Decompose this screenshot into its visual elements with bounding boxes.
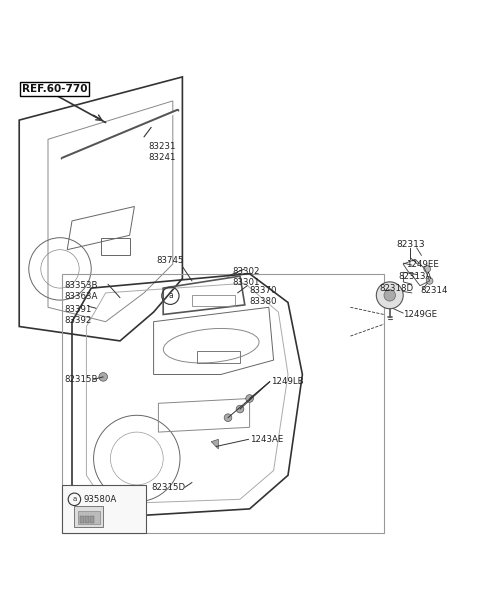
Text: 83353B
83363A: 83353B 83363A	[65, 281, 98, 301]
Bar	[90, 515, 94, 523]
Circle shape	[424, 266, 431, 272]
Text: 1249GE: 1249GE	[403, 310, 437, 319]
Text: 83302
83301: 83302 83301	[233, 266, 260, 287]
FancyBboxPatch shape	[62, 485, 146, 533]
Text: 83370
83380: 83370 83380	[250, 286, 277, 306]
Text: 82315B: 82315B	[65, 375, 98, 384]
Text: a: a	[72, 496, 76, 502]
Text: 93580A: 93580A	[84, 495, 117, 504]
Circle shape	[99, 373, 108, 381]
Bar	[78, 511, 100, 525]
Text: 1243AE: 1243AE	[250, 435, 283, 444]
Text: 1249EE: 1249EE	[406, 260, 438, 269]
Circle shape	[384, 290, 396, 301]
Bar	[62, 273, 384, 533]
Circle shape	[246, 394, 253, 402]
Text: 82315D: 82315D	[151, 483, 185, 492]
Text: 83745: 83745	[156, 256, 184, 265]
Circle shape	[376, 282, 403, 309]
Bar	[80, 515, 84, 523]
Bar	[101, 238, 130, 255]
Text: 83391
83392: 83391 83392	[65, 305, 92, 325]
Polygon shape	[211, 439, 218, 449]
Circle shape	[224, 414, 232, 422]
Text: 82314: 82314	[420, 286, 447, 295]
Circle shape	[236, 405, 244, 413]
Text: 82313: 82313	[396, 240, 425, 249]
Text: 82318D: 82318D	[379, 284, 413, 293]
Circle shape	[426, 278, 433, 284]
Bar	[74, 506, 103, 527]
Text: 82313A: 82313A	[398, 272, 432, 281]
Bar	[192, 295, 235, 306]
Bar	[85, 515, 89, 523]
Bar	[197, 350, 240, 362]
Text: 1249LB: 1249LB	[271, 377, 304, 386]
Text: 83231
83241: 83231 83241	[149, 142, 176, 162]
Text: REF.60-770: REF.60-770	[22, 83, 87, 94]
Text: a: a	[168, 291, 173, 300]
